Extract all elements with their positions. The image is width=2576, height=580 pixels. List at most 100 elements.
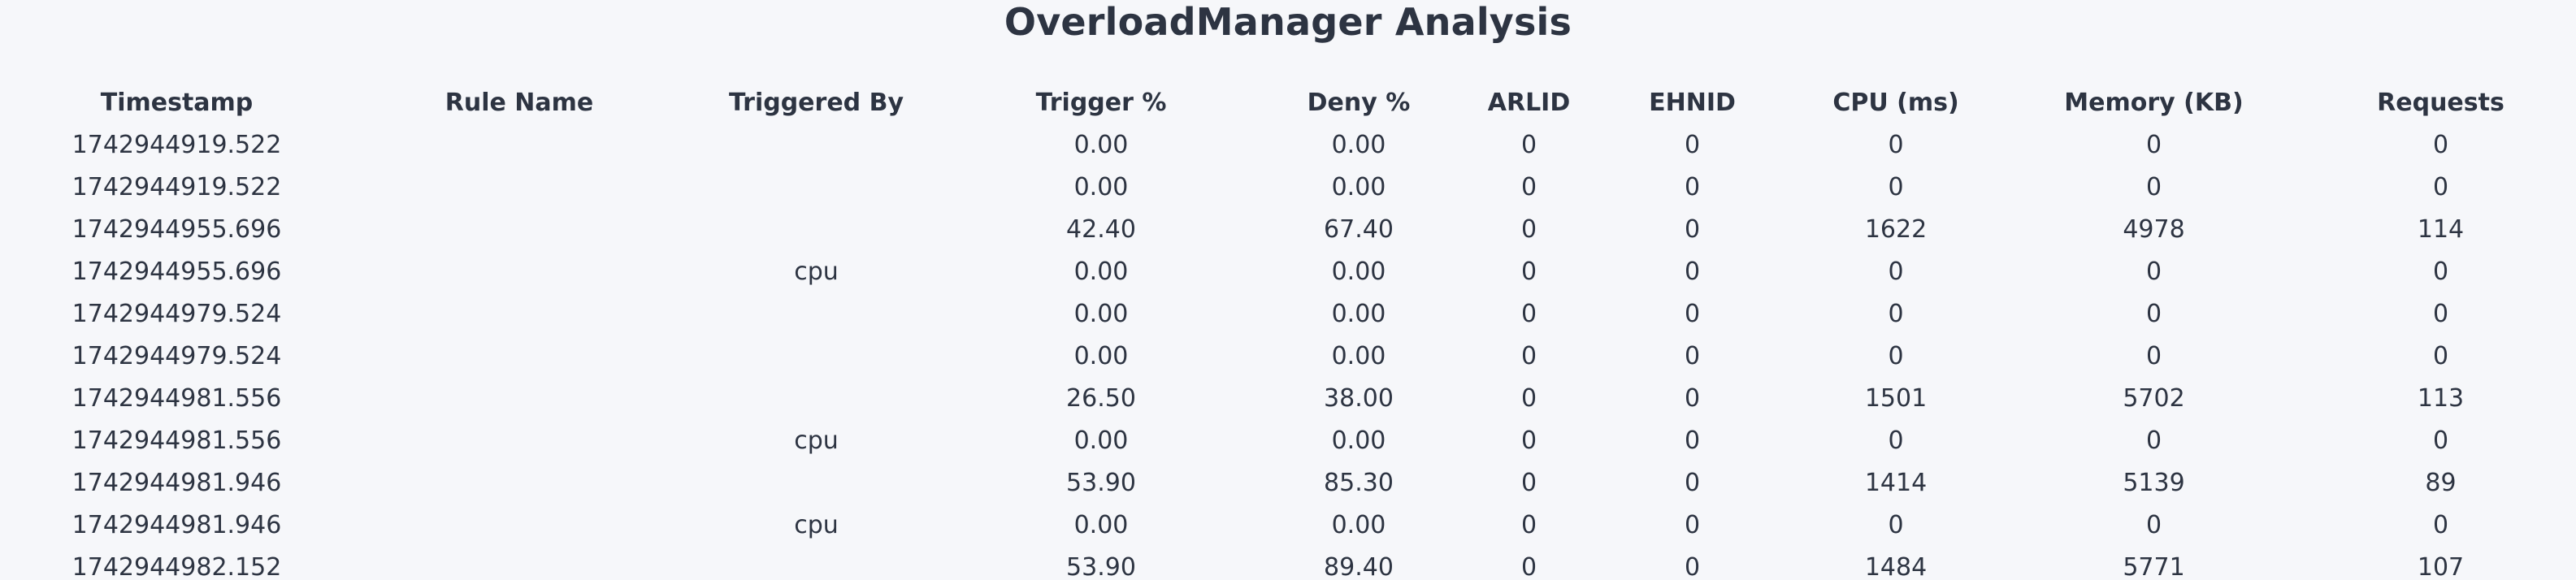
table-row[interactable]: 1742944982.152 53.90 89.40 0 0 1484 5771 107 [0, 546, 2576, 580]
cell-trigger-percent: 53.90 [1066, 552, 1136, 580]
cell-ehnid: 0 [1684, 510, 1701, 539]
cell-deny-percent: 67.40 [1324, 214, 1394, 244]
column-header-cpu-ms[interactable]: CPU (ms) [1832, 88, 1959, 117]
cell-triggered-by [685, 461, 948, 504]
cell-ehnid: 0 [1684, 172, 1701, 201]
cell-requests: 0 [2432, 299, 2449, 328]
column-header-memory-kb[interactable]: Memory (KB) [2064, 88, 2244, 117]
cell-requests: 89 [2425, 468, 2457, 497]
table-row[interactable]: 1742944919.522 0.00 0.00 0 0 0 0 0 [0, 166, 2576, 208]
cell-requests: 114 [2417, 214, 2465, 244]
cell-deny-percent: 38.00 [1324, 383, 1394, 413]
cell-triggered-by: cpu [794, 426, 839, 455]
cell-trigger-percent: 0.00 [1073, 341, 1129, 370]
cell-timestamp: 1742944955.696 [72, 257, 282, 286]
cell-timestamp: 1742944981.556 [72, 383, 282, 413]
cell-rule-name [353, 292, 685, 335]
cell-arlid: 0 [1520, 510, 1537, 539]
cell-arlid: 0 [1520, 468, 1537, 497]
cell-timestamp: 1742944979.524 [72, 341, 282, 370]
table-header-row: Timestamp Rule Name Triggered By Trigger… [0, 81, 2576, 123]
cell-timestamp: 1742944981.556 [72, 426, 282, 455]
cell-rule-name [353, 208, 685, 250]
cell-cpu-ms: 1484 [1864, 552, 1928, 580]
cell-requests: 0 [2432, 426, 2449, 455]
cell-arlid: 0 [1520, 552, 1537, 580]
cell-deny-percent: 0.00 [1331, 341, 1386, 370]
cell-ehnid: 0 [1684, 214, 1701, 244]
cell-trigger-percent: 0.00 [1073, 299, 1129, 328]
cell-arlid: 0 [1520, 341, 1537, 370]
column-header-deny-percent[interactable]: Deny % [1307, 88, 1411, 117]
cell-ehnid: 0 [1684, 257, 1701, 286]
cell-rule-name [353, 504, 685, 546]
cell-trigger-percent: 26.50 [1066, 383, 1136, 413]
cell-cpu-ms: 1501 [1864, 383, 1928, 413]
table-row[interactable]: 1742944979.524 0.00 0.00 0 0 0 0 0 [0, 292, 2576, 335]
cell-memory-kb: 0 [2145, 130, 2162, 159]
cell-deny-percent: 89.40 [1324, 552, 1394, 580]
cell-rule-name [353, 377, 685, 419]
cell-rule-name [353, 546, 685, 580]
column-header-requests[interactable]: Requests [2377, 88, 2504, 117]
cell-requests: 0 [2432, 257, 2449, 286]
cell-trigger-percent: 0.00 [1073, 510, 1129, 539]
page-title: OverloadManager Analysis [1004, 0, 1572, 44]
cell-trigger-percent: 42.40 [1066, 214, 1136, 244]
cell-triggered-by [685, 546, 948, 580]
column-header-arlid[interactable]: ARLID [1487, 88, 1571, 117]
cell-deny-percent: 0.00 [1331, 257, 1386, 286]
column-header-rule-name[interactable]: Rule Name [445, 88, 594, 117]
table-row[interactable]: 1742944981.946 cpu 0.00 0.00 0 0 0 0 0 [0, 504, 2576, 546]
cell-timestamp: 1742944955.696 [72, 214, 282, 244]
cell-cpu-ms: 0 [1888, 299, 1904, 328]
cell-rule-name [353, 419, 685, 461]
cell-triggered-by [685, 335, 948, 377]
cell-memory-kb: 0 [2145, 299, 2162, 328]
cell-cpu-ms: 1622 [1864, 214, 1928, 244]
cell-requests: 0 [2432, 172, 2449, 201]
cell-cpu-ms: 0 [1888, 341, 1904, 370]
cell-arlid: 0 [1520, 426, 1537, 455]
column-header-trigger-percent[interactable]: Trigger % [1035, 88, 1167, 117]
cell-trigger-percent: 0.00 [1073, 257, 1129, 286]
table-row[interactable]: 1742944981.556 26.50 38.00 0 0 1501 5702 113 [0, 377, 2576, 419]
cell-cpu-ms: 0 [1888, 172, 1904, 201]
cell-rule-name [353, 335, 685, 377]
cell-requests: 0 [2432, 130, 2449, 159]
cell-trigger-percent: 0.00 [1073, 130, 1129, 159]
cell-deny-percent: 0.00 [1331, 510, 1386, 539]
column-header-timestamp[interactable]: Timestamp [100, 88, 254, 117]
table-row[interactable]: 1742944981.946 53.90 85.30 0 0 1414 5139 89 [0, 461, 2576, 504]
cell-triggered-by: cpu [794, 257, 839, 286]
cell-memory-kb: 0 [2145, 426, 2162, 455]
cell-timestamp: 1742944981.946 [72, 510, 282, 539]
cell-trigger-percent: 53.90 [1066, 468, 1136, 497]
cell-triggered-by [685, 166, 948, 208]
cell-deny-percent: 0.00 [1331, 426, 1386, 455]
cell-memory-kb: 0 [2145, 510, 2162, 539]
column-header-ehnid[interactable]: EHNID [1649, 88, 1736, 117]
cell-arlid: 0 [1520, 257, 1537, 286]
cell-arlid: 0 [1520, 383, 1537, 413]
cell-requests: 113 [2417, 383, 2465, 413]
cell-timestamp: 1742944982.152 [72, 552, 282, 580]
cell-deny-percent: 0.00 [1331, 172, 1386, 201]
cell-ehnid: 0 [1684, 341, 1701, 370]
cell-triggered-by [685, 292, 948, 335]
table-row[interactable]: 1742944979.524 0.00 0.00 0 0 0 0 0 [0, 335, 2576, 377]
cell-cpu-ms: 1414 [1864, 468, 1928, 497]
cell-timestamp: 1742944919.522 [72, 130, 282, 159]
table-row[interactable]: 1742944955.696 42.40 67.40 0 0 1622 4978 114 [0, 208, 2576, 250]
cell-memory-kb: 5139 [2123, 468, 2185, 497]
cell-trigger-percent: 0.00 [1073, 172, 1129, 201]
cell-ehnid: 0 [1684, 299, 1701, 328]
table-row[interactable]: 1742944955.696 cpu 0.00 0.00 0 0 0 0 0 [0, 250, 2576, 292]
cell-arlid: 0 [1520, 172, 1537, 201]
cell-ehnid: 0 [1684, 468, 1701, 497]
table-row[interactable]: 1742944981.556 cpu 0.00 0.00 0 0 0 0 0 [0, 419, 2576, 461]
column-header-triggered-by[interactable]: Triggered By [728, 88, 904, 117]
cell-cpu-ms: 0 [1888, 426, 1904, 455]
table-row[interactable]: 1742944919.522 0.00 0.00 0 0 0 0 0 [0, 123, 2576, 166]
